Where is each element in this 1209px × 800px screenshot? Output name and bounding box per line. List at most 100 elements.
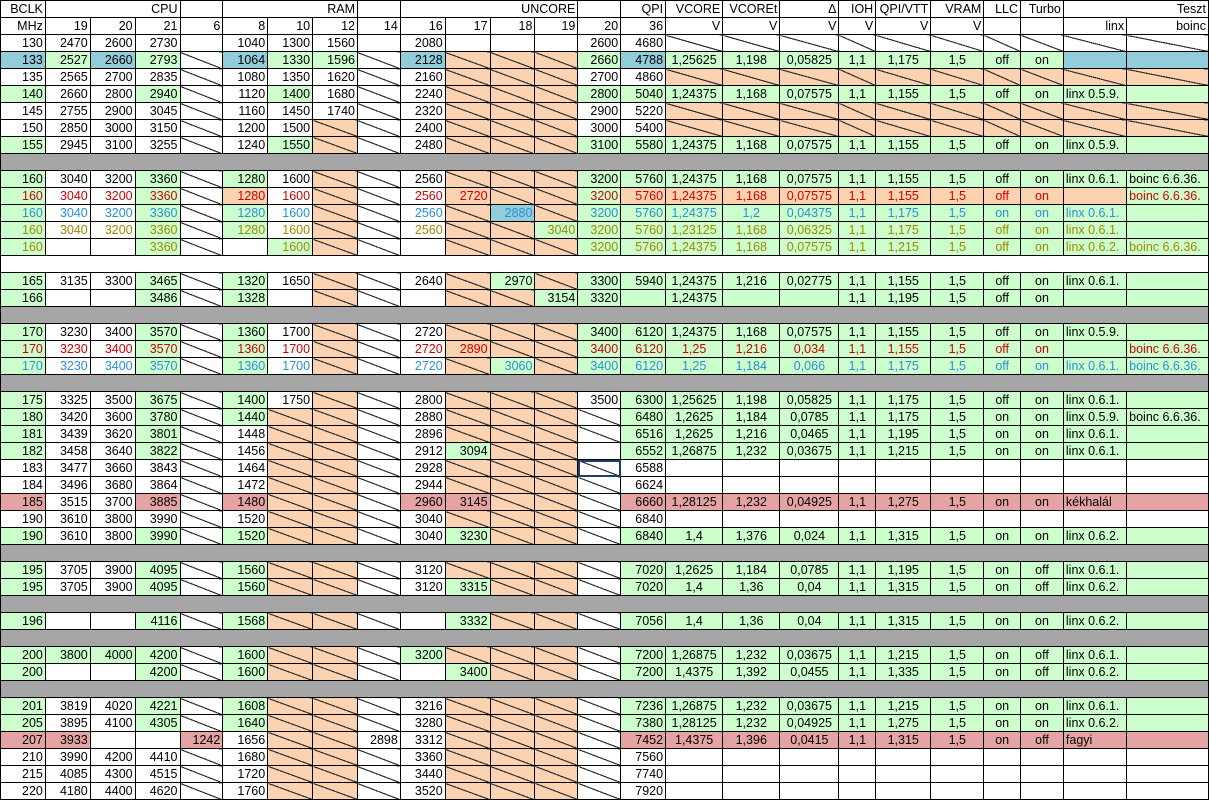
table-cell[interactable] [875,34,932,52]
table-cell[interactable]: 0,07575 [779,170,840,188]
table-cell[interactable]: 1,5 [930,238,985,256]
table-cell[interactable]: off [983,289,1022,307]
table-cell[interactable] [534,527,579,545]
sub-header-cell[interactable]: V [875,17,932,35]
table-cell[interactable]: 1700 [267,357,314,375]
table-cell[interactable]: 4200 [134,663,181,681]
table-cell[interactable] [44,238,91,256]
table-cell[interactable] [722,289,781,307]
table-cell[interactable] [1126,510,1209,528]
table-cell[interactable] [534,663,579,681]
table-cell[interactable]: 1,2625 [665,425,724,443]
table-cell[interactable]: 1500 [267,119,314,137]
table-cell[interactable]: on [1020,170,1064,188]
table-cell[interactable]: 3400 [577,340,622,358]
table-cell[interactable] [1126,289,1209,307]
table-cell[interactable] [722,34,781,52]
table-cell[interactable] [838,459,877,477]
table-cell[interactable]: linx 0.6.1. [1062,561,1128,579]
table-cell[interactable] [179,221,224,239]
table-cell[interactable]: 3500 [577,391,622,409]
table-cell[interactable]: 3400 [89,357,136,375]
table-cell[interactable]: 1,2 [722,204,781,222]
table-cell[interactable]: 140 [0,85,46,103]
table-cell[interactable]: 1650 [267,272,314,290]
table-cell[interactable]: 4305 [134,714,181,732]
table-cell[interactable] [665,119,724,137]
table-cell[interactable]: 3300 [89,272,136,290]
table-cell[interactable] [489,102,536,120]
table-cell[interactable] [838,476,877,494]
table-cell[interactable]: 3360 [134,238,181,256]
table-cell[interactable] [489,748,536,766]
table-cell[interactable]: 2480 [399,136,446,154]
table-cell[interactable] [267,748,314,766]
table-cell[interactable] [534,748,579,766]
table-cell[interactable]: linx 0.6.2. [1062,663,1128,681]
table-cell[interactable] [838,510,877,528]
table-cell[interactable]: 1,232 [722,714,781,732]
table-cell[interactable]: on [983,714,1022,732]
sub-header-cell[interactable]: boinc [1126,17,1209,35]
table-cell[interactable] [356,221,401,239]
table-cell[interactable] [489,170,536,188]
table-cell[interactable]: 165 [0,272,46,290]
table-cell[interactable] [356,459,401,477]
table-cell[interactable]: 3216 [399,697,446,715]
table-cell[interactable]: on [1020,85,1064,103]
table-cell[interactable] [489,442,536,460]
table-cell[interactable]: 4410 [134,748,181,766]
table-cell[interactable] [577,408,622,426]
group-header-cell[interactable] [179,0,224,18]
table-cell[interactable] [444,357,491,375]
sub-header-cell[interactable]: V [665,17,724,35]
table-cell[interactable]: 2700 [89,68,136,86]
table-cell[interactable]: on [1020,51,1064,69]
table-cell[interactable] [983,102,1022,120]
table-cell[interactable] [267,731,314,749]
table-cell[interactable]: 0,07575 [779,187,840,205]
table-cell[interactable]: 2660 [44,85,91,103]
table-cell[interactable] [444,697,491,715]
table-cell[interactable] [534,425,579,443]
table-cell[interactable]: 1,1 [838,272,877,290]
table-cell[interactable] [489,578,536,596]
table-cell[interactable]: 1,198 [722,391,781,409]
table-cell[interactable]: 1,5 [930,425,985,443]
table-cell[interactable]: 6552 [620,442,667,460]
table-cell[interactable]: 1,168 [722,238,781,256]
table-cell[interactable]: 0,07575 [779,238,840,256]
table-cell[interactable] [267,765,314,783]
table-cell[interactable] [267,646,314,664]
table-cell[interactable] [930,119,985,137]
table-cell[interactable] [356,442,401,460]
table-cell[interactable]: 4515 [134,765,181,783]
table-cell[interactable] [665,510,724,528]
table-cell[interactable] [1020,34,1064,52]
table-cell[interactable] [356,663,401,681]
table-cell[interactable] [267,493,314,511]
table-cell[interactable]: 6120 [620,340,667,358]
table-cell[interactable]: 6120 [620,357,667,375]
table-cell[interactable] [89,663,136,681]
sub-header-cell[interactable]: 19 [534,17,579,35]
table-cell[interactable]: 2560 [399,221,446,239]
table-cell[interactable] [779,68,840,86]
table-cell[interactable] [930,68,985,86]
table-cell[interactable]: 3154 [534,289,579,307]
table-cell[interactable] [444,51,491,69]
table-cell[interactable]: 3120 [399,561,446,579]
table-cell[interactable]: off [983,187,1022,205]
table-cell[interactable] [444,459,491,477]
table-cell[interactable] [534,272,579,290]
table-cell[interactable]: 1,168 [722,323,781,341]
table-cell[interactable]: 182 [0,442,46,460]
table-cell[interactable]: 3320 [577,289,622,307]
table-cell[interactable]: 1620 [312,68,358,86]
table-cell[interactable] [534,238,579,256]
table-cell[interactable] [179,714,224,732]
table-cell[interactable] [577,663,622,681]
table-cell[interactable]: 3990 [134,510,181,528]
table-cell[interactable] [489,459,536,477]
table-cell[interactable]: 1440 [222,408,269,426]
